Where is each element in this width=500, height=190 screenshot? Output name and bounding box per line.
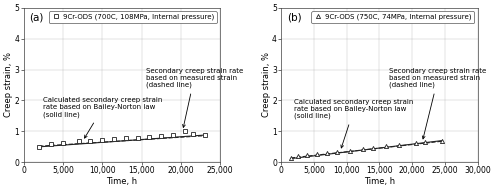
Legend: 9Cr-ODS (700C, 108MPa, Internal pressure): 9Cr-ODS (700C, 108MPa, Internal pressure… <box>49 11 217 23</box>
Text: Calculated secondary creep strain
rate based on Bailey-Norton law
(solid line): Calculated secondary creep strain rate b… <box>294 99 414 148</box>
Text: (b): (b) <box>287 12 302 22</box>
Y-axis label: Creep strain, %: Creep strain, % <box>262 52 270 117</box>
Legend: 9Cr-ODS (750C, 74MPa, Internal pressure): 9Cr-ODS (750C, 74MPa, Internal pressure) <box>311 11 474 23</box>
Text: Secondary creep strain rate
based on measured strain
(dashed line): Secondary creep strain rate based on mea… <box>146 68 243 127</box>
Y-axis label: Creep strain, %: Creep strain, % <box>4 52 13 117</box>
Text: (a): (a) <box>30 12 44 22</box>
Text: Secondary creep strain rate
based on measured strain
(dashed line): Secondary creep strain rate based on mea… <box>390 68 486 139</box>
X-axis label: Time, h: Time, h <box>106 177 138 186</box>
Text: Calculated secondary creep strain
rate based on Bailey-Norton law
(solid line): Calculated secondary creep strain rate b… <box>44 97 162 138</box>
X-axis label: Time, h: Time, h <box>364 177 395 186</box>
